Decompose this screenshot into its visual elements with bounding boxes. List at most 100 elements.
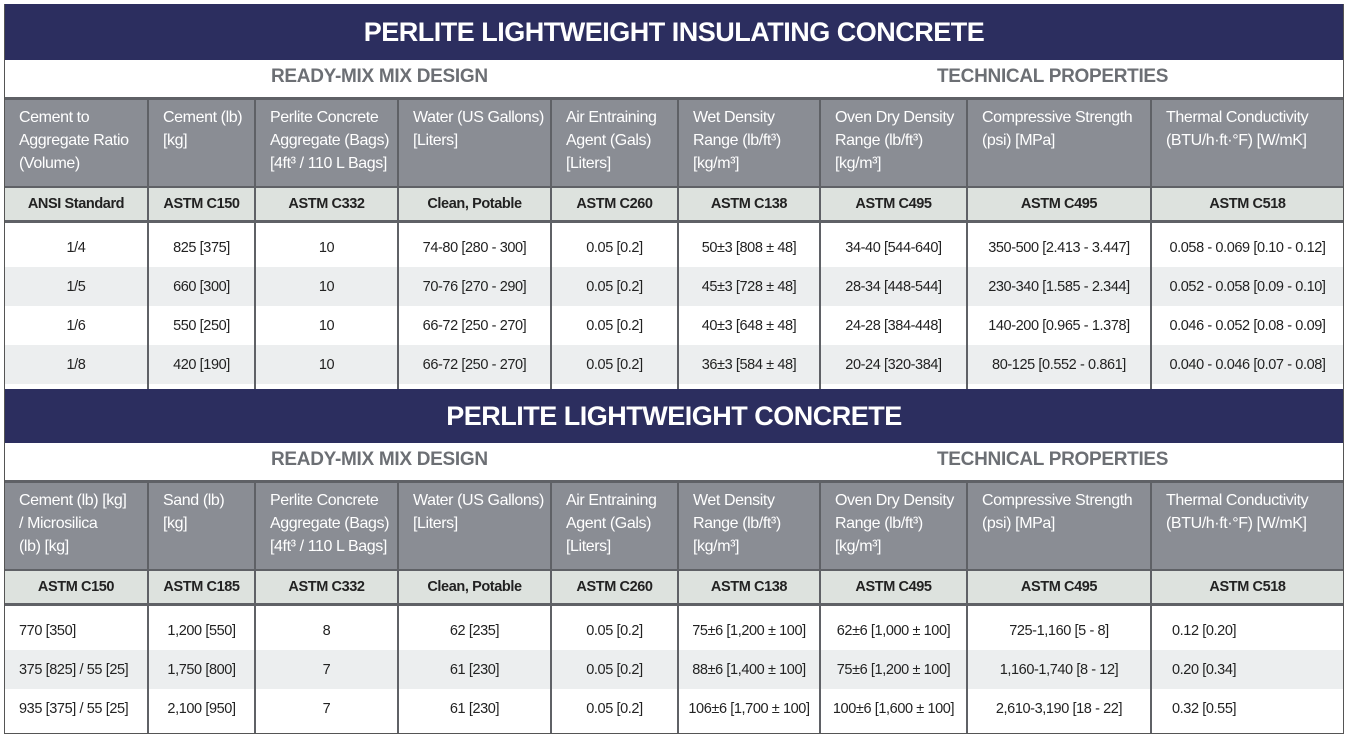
column-header-line: Water (US Gallons) [413, 109, 544, 126]
table-cell: 61 [230] [397, 650, 551, 689]
table-cell: 2,610-3,190 [18 - 22] [966, 689, 1151, 728]
spacer-cell [819, 221, 967, 228]
column-header: Air Entraining Agent (Gals) [Liters] [550, 100, 678, 187]
table-cell: 550 [250] [147, 306, 255, 345]
table-cell: 230-340 [1.585 - 2.344] [966, 267, 1151, 306]
table-cell: 106±6 [1,700 ± 100] [677, 689, 820, 728]
spacer-row [5, 604, 1343, 611]
table-cell: 7 [254, 650, 398, 689]
column-header-line: Range (lb/ft³) [835, 132, 923, 149]
column-header-line: Aggregate Ratio [19, 132, 129, 149]
column-header-line: Compressive Strength [982, 109, 1133, 126]
table-cell: 0.05 [0.2] [550, 650, 678, 689]
table-cell: 0.05 [0.2] [550, 267, 678, 306]
standard-cell: ASTM C185 [147, 569, 255, 606]
table-cell: 725-1,160 [5 - 8] [966, 611, 1151, 650]
table-cell: 70-76 [270 - 290] [397, 267, 551, 306]
spacer-cell [550, 728, 678, 733]
table-cell: 0.05 [0.2] [550, 306, 678, 345]
spacer-cell [819, 728, 967, 733]
table-cell: 10 [254, 345, 398, 384]
column-header-line: Wet Density [693, 109, 775, 126]
table-cell: 1,200 [550] [147, 611, 255, 650]
lightweight-concrete-table: Cement (lb) [kg] / Microsilica (lb) [kg] Sa… [5, 483, 1343, 733]
spacer-row [5, 728, 1343, 733]
table-row: 770 [350] 1,200 [550] 8 62 [235] 0.05 [0.2] 7… [5, 611, 1343, 650]
column-header-line: Range (lb/ft³) [835, 515, 923, 532]
table1-section-header: READY-MIX MIX DESIGN TECHNICAL PROPERTIE… [5, 60, 1343, 100]
table-cell: 62±6 [1,000 ± 100] [819, 611, 967, 650]
column-header-line: Sand (lb) [163, 492, 225, 509]
table-cell: 660 [300] [147, 267, 255, 306]
column-header: Wet Density Range (lb/ft³) [kg/m³] [677, 100, 820, 187]
spacer-cell [966, 221, 1151, 228]
column-header-line: Air Entraining [566, 492, 657, 509]
standard-cell: ASTM C495 [966, 569, 1151, 606]
table-row: 1/8 420 [190] 10 66-72 [250 - 270] 0.05 [0.2… [5, 345, 1343, 384]
column-header-line: Perlite Concrete [270, 109, 379, 126]
standard-row: ANSI Standard ASTM C150 ASTM C332 Clean, Po… [5, 186, 1343, 223]
table-cell: 40±3 [648 ± 48] [677, 306, 820, 345]
table-cell: 0.052 - 0.058 [0.09 - 0.10] [1150, 267, 1343, 306]
table-cell: 61 [230] [397, 689, 551, 728]
column-header-line: Agent (Gals) [566, 132, 652, 149]
table-cell: 34-40 [544-640] [819, 228, 967, 267]
table-row: 1/5 660 [300] 10 70-76 [270 - 290] 0.05 [0.2… [5, 267, 1343, 306]
table-cell: 62 [235] [397, 611, 551, 650]
section-ready-mix: READY-MIX MIX DESIGN [271, 66, 488, 87]
spacer-cell [5, 728, 148, 733]
column-header: Cement to Aggregate Ratio (Volume) [5, 100, 148, 187]
table-cell: 2,100 [950] [147, 689, 255, 728]
column-header-line: [Liters] [566, 155, 611, 172]
table-cell: 1/8 [5, 345, 148, 384]
table-row: 1/4 825 [375] 10 74-80 [280 - 300] 0.05 [0.2… [5, 228, 1343, 267]
standard-cell: ASTM C332 [254, 569, 398, 606]
column-header-line: Thermal Conductivity [1166, 109, 1309, 126]
column-header-line: [Liters] [413, 132, 458, 149]
column-header-line: (BTU/h·ft·°F) [W/mK] [1166, 132, 1307, 149]
table-cell: 7 [254, 689, 398, 728]
spacer-cell [550, 221, 678, 228]
table-cell: 10 [254, 228, 398, 267]
properties-document: PERLITE LIGHTWEIGHT INSULATING CONCRETE … [4, 4, 1344, 734]
column-header-line: [kg/m³] [693, 155, 740, 172]
spacer-cell [397, 604, 551, 611]
table-cell: 0.05 [0.2] [550, 345, 678, 384]
spacer-row [5, 384, 1343, 389]
section-technical: TECHNICAL PROPERTIES [937, 449, 1169, 470]
column-header-line: [kg] [163, 515, 188, 532]
spacer-cell [254, 221, 398, 228]
table-cell: 8 [254, 611, 398, 650]
table-cell: 66-72 [250 - 270] [397, 306, 551, 345]
column-header-line: [kg/m³] [835, 155, 882, 172]
table-cell: 140-200 [0.965 - 1.378] [966, 306, 1151, 345]
column-header-line: Aggregate (Bags) [270, 515, 390, 532]
column-header: Perlite Concrete Aggregate (Bags) [4ft³ / … [254, 483, 398, 570]
column-header-line: Water (US Gallons) [413, 492, 544, 509]
table-cell: 1,750 [800] [147, 650, 255, 689]
spacer-cell [254, 384, 398, 389]
standard-cell: ASTM C495 [966, 186, 1151, 223]
column-header-line: [4ft³ / 110 L Bags] [270, 155, 387, 172]
table-cell: 0.32 [0.55] [1150, 689, 1343, 728]
table-cell: 75±6 [1,200 ± 100] [819, 650, 967, 689]
table-cell: 45±3 [728 ± 48] [677, 267, 820, 306]
column-header: Water (US Gallons) [Liters] [397, 483, 551, 570]
spacer-cell [966, 604, 1151, 611]
column-header: Wet Density Range (lb/ft³) [kg/m³] [677, 483, 820, 570]
table-cell: 66-72 [250 - 270] [397, 345, 551, 384]
column-header-line: (psi) [MPa] [982, 132, 1055, 149]
spacer-cell [397, 728, 551, 733]
spacer-cell [397, 384, 551, 389]
spacer-cell [966, 384, 1151, 389]
column-header-line: [4ft³ / 110 L Bags] [270, 538, 387, 555]
table-cell: 0.05 [0.2] [550, 689, 678, 728]
table-cell: 825 [375] [147, 228, 255, 267]
section-technical: TECHNICAL PROPERTIES [937, 66, 1169, 87]
table-cell: 75±6 [1,200 ± 100] [677, 611, 820, 650]
table-cell: 74-80 [280 - 300] [397, 228, 551, 267]
standard-cell: ASTM C260 [550, 186, 678, 223]
table2-title: PERLITE LIGHTWEIGHT CONCRETE [5, 389, 1343, 443]
spacer-row [5, 221, 1343, 228]
column-header-line: Cement (lb) [163, 109, 243, 126]
